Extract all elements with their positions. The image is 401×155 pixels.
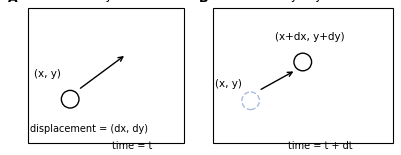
Text: time = t: time = t: [112, 141, 152, 151]
Bar: [28, 8, 184, 143]
Text: time = t + dt: time = t + dt: [288, 141, 353, 151]
Text: displacement = (dx, dy): displacement = (dx, dy): [30, 124, 148, 134]
Ellipse shape: [242, 92, 259, 110]
Bar: [213, 8, 393, 143]
Text: B: B: [198, 0, 208, 5]
Ellipse shape: [61, 90, 79, 108]
Text: I(x+dx, y+dy, t+dt): I(x+dx, y+dy, t+dt): [244, 0, 361, 2]
Text: I(x, y, t): I(x, y, t): [83, 0, 130, 2]
Text: (x, y): (x, y): [34, 69, 61, 79]
Text: (x+dx, y+dy): (x+dx, y+dy): [275, 32, 344, 42]
Ellipse shape: [294, 53, 312, 71]
Text: (x, y): (x, y): [215, 79, 241, 89]
Text: A: A: [8, 0, 18, 5]
